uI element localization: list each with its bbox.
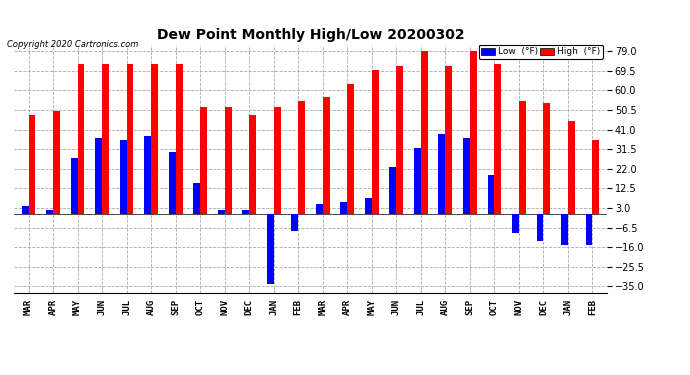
Bar	[445, 66, 452, 214]
Bar	[439, 134, 445, 214]
Bar	[225, 107, 232, 214]
Bar	[120, 140, 126, 214]
Bar	[176, 63, 182, 214]
Bar	[561, 214, 568, 245]
Bar	[53, 111, 60, 214]
Bar	[347, 84, 354, 214]
Bar	[95, 138, 102, 214]
Bar	[340, 202, 347, 214]
Bar	[200, 107, 207, 214]
Bar	[323, 97, 330, 214]
Bar	[28, 115, 35, 214]
Bar	[102, 63, 109, 214]
Bar	[586, 214, 593, 245]
Bar	[396, 66, 403, 214]
Bar	[593, 140, 600, 214]
Bar	[126, 63, 133, 214]
Text: Copyright 2020 Cartronics.com: Copyright 2020 Cartronics.com	[7, 40, 138, 49]
Bar	[495, 63, 501, 214]
Bar	[242, 210, 249, 214]
Bar	[463, 138, 470, 214]
Bar	[249, 115, 256, 214]
Bar	[470, 51, 477, 214]
Bar	[544, 103, 551, 214]
Bar	[46, 210, 53, 214]
Bar	[414, 148, 421, 214]
Bar	[316, 204, 323, 214]
Bar	[365, 198, 372, 214]
Bar	[488, 175, 495, 214]
Bar	[21, 206, 28, 214]
Bar	[267, 214, 274, 284]
Bar	[512, 214, 519, 232]
Bar	[537, 214, 544, 241]
Bar	[144, 136, 151, 214]
Bar	[372, 70, 379, 214]
Bar	[291, 214, 298, 231]
Bar	[193, 183, 200, 214]
Bar	[77, 63, 84, 214]
Bar	[70, 158, 77, 214]
Title: Dew Point Monthly High/Low 20200302: Dew Point Monthly High/Low 20200302	[157, 28, 464, 42]
Bar	[274, 107, 281, 214]
Bar	[421, 51, 428, 214]
Bar	[519, 101, 526, 214]
Bar	[298, 101, 305, 214]
Bar	[218, 210, 225, 214]
Bar	[389, 166, 396, 214]
Legend: Low  (°F), High  (°F): Low (°F), High (°F)	[479, 45, 602, 59]
Bar	[568, 122, 575, 214]
Bar	[169, 152, 176, 214]
Bar	[151, 63, 158, 214]
